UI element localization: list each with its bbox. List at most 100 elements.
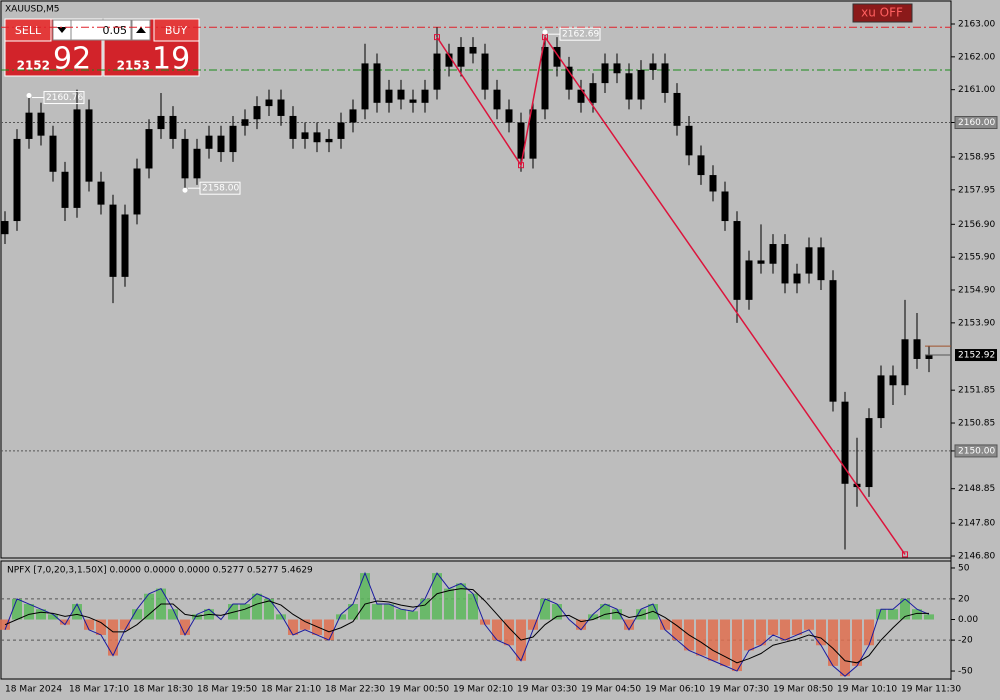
candle-body [301,132,309,139]
histogram-bar [504,619,514,646]
histogram-bar [912,609,922,620]
candle-body [829,280,837,402]
candle-body [481,53,489,90]
buy-label[interactable]: BUY [165,24,188,37]
y-tick-label: 2156.90 [958,220,995,230]
price-label: 2162.69 [562,30,599,40]
histogram-bar [636,609,646,620]
histogram-bar [732,619,742,672]
candle-body [97,181,105,205]
candle-body [493,89,501,110]
x-tick-label: 18 Mar 18:30 [133,685,193,695]
candle-body [769,244,777,264]
histogram-bar [768,619,778,635]
candle-body [661,63,669,93]
histogram-bar [264,598,274,620]
candle-body [265,99,273,107]
price-label-box [43,91,85,105]
signal-line [4,588,929,664]
histogram-bar [492,619,502,641]
extreme-marker [182,187,188,193]
symbol-label: XAUUSD,M5 [5,5,60,15]
histogram-bar [828,619,838,666]
histogram-bar [48,614,58,620]
candle-body [781,244,789,284]
candle-body [85,109,93,182]
candle-body [253,106,261,120]
buy-button[interactable] [153,18,200,42]
candle-body [649,63,657,70]
candle-body [349,109,357,123]
candle-body [505,109,513,123]
indicator-line [4,571,930,677]
y-tick-label: 2161.00 [958,85,995,95]
histogram-bar [180,619,190,635]
lot-value[interactable]: 0.05 [103,24,128,37]
candle-body [673,92,681,126]
y-tick-label: 2147.80 [958,519,995,529]
y-tick-label: 2146.80 [958,552,995,562]
last-price-box [955,349,997,362]
indicator-title: NPFX [7,0,20,3,1.50X] 0.0000 0.0000 0.00… [7,566,313,576]
zigzag-point [434,34,440,41]
candle-body [685,125,693,156]
x-tick-label: 19 Mar 07:30 [709,685,769,695]
candle-body [613,63,621,74]
xu-button[interactable] [852,3,913,23]
histogram-bar [720,619,730,666]
buy-price-big: 19 [152,42,190,77]
histogram-bar [672,619,682,641]
candle-body [889,375,897,386]
extreme-marker [26,93,32,99]
histogram-bar [552,604,562,620]
candle-body [709,175,717,192]
x-tick-label: 19 Mar 02:10 [453,685,513,695]
price-label: 2158.00 [202,184,239,194]
candle-body [805,247,813,274]
x-tick-label: 18 Mar 2024 [5,685,62,695]
candle-body [445,53,453,67]
candle-body [913,339,921,359]
candle-body [25,112,33,139]
candle-body [157,115,165,130]
candle-body [877,375,885,419]
candle-body [541,46,549,110]
y-tick-label: 2150.85 [958,419,995,429]
up-arrow [136,27,146,33]
histogram-bar [24,604,34,620]
last-price-label: 2152.92 [958,351,995,361]
histogram-bar [372,604,382,620]
histogram-bar [288,619,298,635]
candle-body [121,214,129,277]
lot-input[interactable] [70,19,132,41]
y-tick-label: -50 [958,667,973,677]
xu-button-label[interactable]: xu OFF [861,6,903,20]
histogram-bar [432,573,442,620]
y-tick-label: 2157.95 [958,185,995,195]
histogram-bar [96,619,106,635]
sell-button[interactable] [4,18,52,42]
sell-price-main: 2152 [17,59,50,73]
candle-body [637,69,645,100]
candle-body [517,122,525,159]
candle-body [229,125,237,153]
sell-label[interactable]: SELL [15,24,42,37]
candle-body [793,273,801,284]
sell-price-big: 92 [53,42,91,77]
candle-body [397,89,405,100]
histogram-bar [108,619,118,656]
y-tick-label: 20 [958,594,970,604]
histogram-bar [540,598,550,620]
histogram-bar [456,583,466,620]
histogram-bar [360,573,370,620]
candle-body [469,46,477,54]
histogram-bar [408,611,418,620]
histogram-bar [84,619,94,630]
candle-body [37,112,45,136]
level-price-box [954,444,998,458]
zigzag-point [518,162,524,169]
histogram-bar [276,614,286,620]
histogram-bar [240,604,250,620]
zigzag-line [436,35,906,555]
